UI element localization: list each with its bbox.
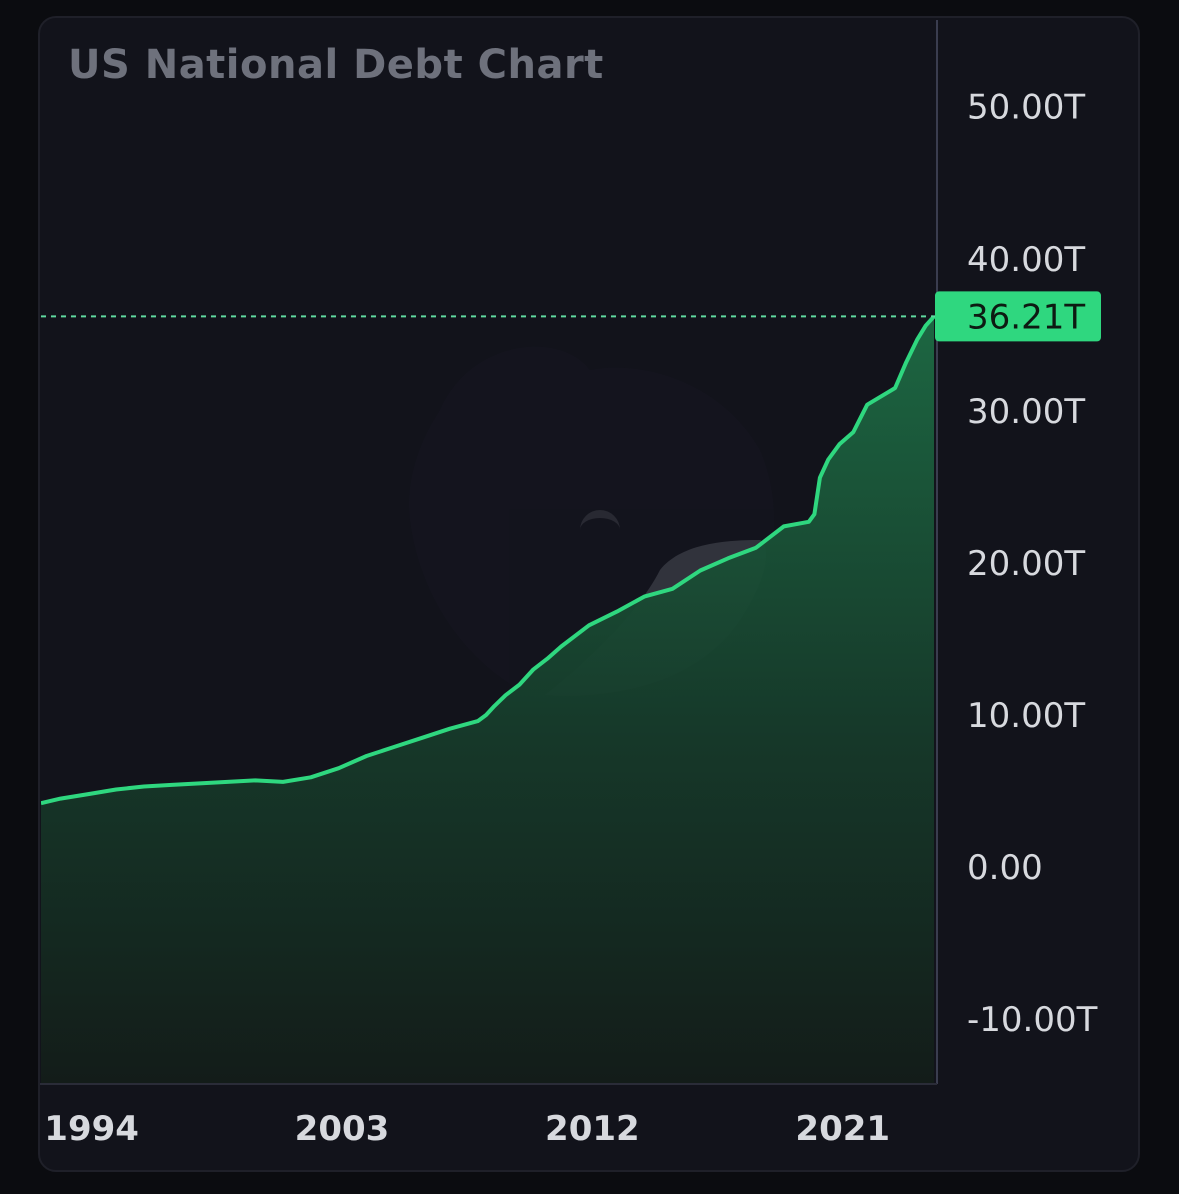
y-tick-label: 50.00T xyxy=(967,88,1085,128)
x-tick-label: 1994 xyxy=(44,1109,139,1149)
y-axis-ticks: 50.00T 40.00T 30.00T 20.00T 10.00T 0.00 -10.00… xyxy=(967,88,1098,1040)
last-value-badge-bg xyxy=(935,291,1101,342)
debt-area xyxy=(41,316,934,1083)
y-tick-label: 0.00 xyxy=(967,848,1043,888)
y-tick-label: 40.00T xyxy=(967,240,1085,280)
y-tick-label: 10.00T xyxy=(967,696,1085,736)
y-tick-label: 20.00T xyxy=(967,544,1085,584)
x-axis-ticks: 1994 2003 2012 2021 xyxy=(44,1109,890,1149)
chart-title: US National Debt Chart xyxy=(68,42,604,88)
x-tick-label: 2021 xyxy=(795,1109,890,1149)
debt-line xyxy=(41,315,936,806)
y-tick-label: -10.00T xyxy=(967,1000,1098,1040)
debt-line-group xyxy=(41,315,936,806)
last-value-badge: 36.21T xyxy=(935,291,1101,342)
x-tick-label: 2003 xyxy=(295,1109,390,1149)
x-tick-label: 2012 xyxy=(545,1109,640,1149)
last-value-label: 36.21T xyxy=(967,297,1085,337)
y-tick-label: 30.00T xyxy=(967,392,1085,432)
debt-area-group xyxy=(41,316,934,1083)
